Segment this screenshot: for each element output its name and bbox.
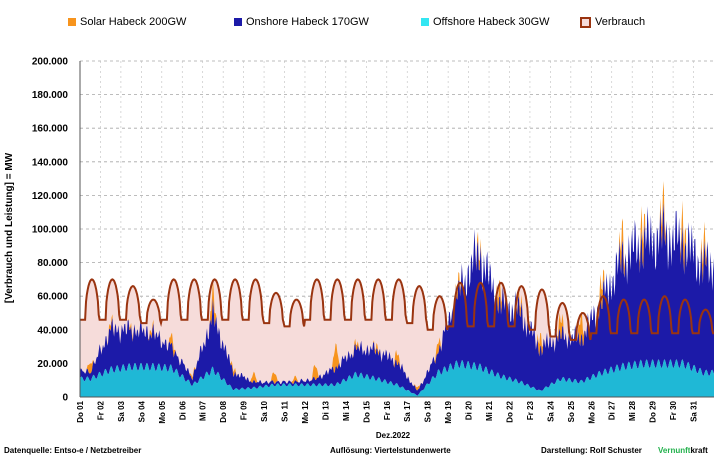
offshore-area	[80, 359, 714, 397]
x-tick-label: Mi 14	[342, 400, 351, 421]
x-tick-label: Mo 26	[587, 400, 596, 423]
x-tick-label: So 25	[567, 400, 576, 422]
x-tick-label: Do 08	[219, 400, 228, 422]
footer-brand-green: Vernunft	[658, 446, 691, 455]
y-tick-label: 60.000	[37, 292, 68, 303]
x-tick-label: Di 27	[608, 400, 617, 420]
legend-solar: Solar Habeck 200GW	[68, 16, 186, 28]
y-tick-label: 200.000	[32, 57, 69, 68]
legend-swatch-offshore	[421, 18, 429, 26]
chart-axes	[79, 61, 714, 398]
y-tick-label: 80.000	[37, 258, 68, 269]
legend-swatch-onshore	[234, 18, 242, 26]
x-axis-label: Dez.2022	[376, 431, 411, 440]
x-tick-label: Do 15	[362, 400, 371, 422]
chart-areas	[80, 181, 715, 397]
y-tick-labels: 0 20.000 40.000 60.000 80.000 100.000 120.000 1…	[32, 57, 69, 404]
x-tick-label: Di 13	[321, 400, 330, 420]
x-tick-label: Fr 02	[97, 400, 106, 420]
x-tick-label: Do 29	[649, 400, 658, 422]
legend-onshore: Onshore Habeck 170GW	[234, 16, 369, 28]
x-tick-label: Sa 10	[260, 400, 269, 421]
y-axis-label: [Verbrauch und Leistung] = MW	[4, 152, 15, 303]
y-tick-label: 20.000	[37, 359, 68, 370]
x-tick-label: Mo 12	[301, 400, 310, 423]
legend-label-onshore: Onshore Habeck 170GW	[246, 16, 369, 28]
y-tick-label: 140.000	[32, 157, 69, 168]
x-tick-label: Sa 17	[403, 400, 412, 421]
x-tick-label: Do 22	[506, 400, 515, 422]
x-tick-label: Sa 24	[546, 400, 555, 421]
x-tick-label: Fr 23	[526, 400, 535, 420]
x-tick-label: Di 06	[178, 400, 187, 420]
legend-swatch-verbrauch	[580, 16, 591, 28]
legend-offshore: Offshore Habeck 30GW	[421, 16, 550, 28]
legend-swatch-solar	[68, 18, 76, 26]
x-tick-labels: Do 01 Fr 02 Sa 03 So 04 Mo 05 Di 06 Mi 07 Do 08…	[76, 400, 699, 423]
footer-brand-black: kraft	[690, 446, 708, 455]
y-tick-label: 180.000	[32, 90, 69, 101]
x-tick-label: Fr 16	[383, 400, 392, 420]
x-tick-label: Di 20	[465, 400, 474, 420]
legend-label-solar: Solar Habeck 200GW	[80, 16, 187, 28]
legend-label-verbrauch: Verbrauch	[595, 16, 646, 28]
footer-resolution: Auflösung: Viertelstundenwerte	[330, 446, 451, 455]
y-tick-label: 120.000	[32, 191, 69, 202]
y-tick-label: 40.000	[37, 325, 68, 336]
x-tick-label: Fr 09	[240, 400, 249, 420]
x-tick-label: Mi 07	[199, 400, 208, 421]
footer-brand: Vernunftkraft	[658, 446, 708, 455]
onshore-area	[80, 202, 714, 396]
x-tick-label: Mo 19	[444, 400, 453, 423]
x-tick-label: So 18	[424, 400, 433, 422]
x-tick-label: Mi 21	[485, 400, 494, 421]
x-tick-label: So 11	[281, 400, 290, 421]
x-tick-label: Mo 05	[158, 400, 167, 423]
x-tick-label: Sa 03	[117, 400, 126, 421]
x-tick-label: Do 01	[76, 400, 85, 422]
x-tick-label: Sa 31	[690, 400, 699, 421]
legend-label-offshore: Offshore Habeck 30GW	[433, 16, 550, 28]
y-tick-label: 160.000	[32, 124, 69, 135]
y-tick-label: 0	[62, 393, 68, 404]
y-tick-label: 100.000	[32, 225, 69, 236]
x-tick-label: So 04	[137, 400, 146, 422]
x-tick-label: Mi 28	[628, 400, 637, 421]
x-tick-label: Fr 30	[669, 400, 678, 420]
legend-verbrauch: Verbrauch	[580, 16, 645, 28]
footer-author: Darstellung: Rolf Schuster	[541, 446, 642, 455]
verbrauch-line	[80, 278, 715, 341]
footer-source: Datenquelle: Entso-e / Netzbetreiber	[4, 446, 142, 455]
